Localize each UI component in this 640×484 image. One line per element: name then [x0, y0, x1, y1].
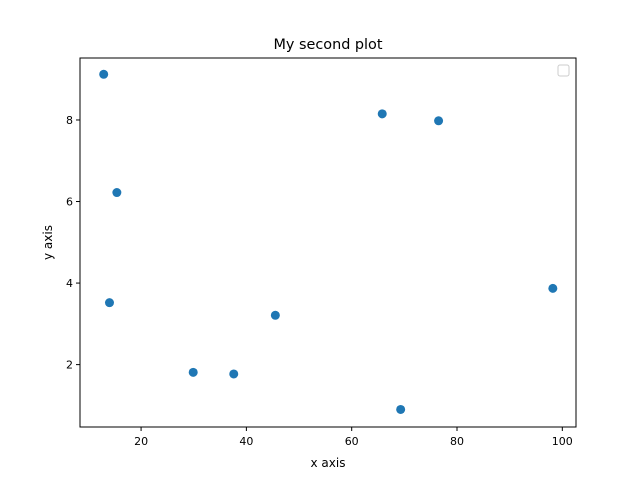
scatter-point — [112, 188, 122, 198]
scatter-point — [377, 109, 387, 119]
scatter-point — [229, 369, 239, 379]
scatter-point — [99, 69, 109, 79]
x-tick-label: 60 — [345, 435, 359, 448]
points-layer — [99, 69, 558, 414]
plot-frame — [79, 57, 577, 428]
x-tick-label: 80 — [450, 435, 464, 448]
scatter-point — [104, 298, 114, 308]
ticks-layer: 20 40 60 80 100 2 4 6 8 — [66, 114, 573, 448]
legend-box — [557, 64, 570, 77]
y-tick-label: 6 — [66, 196, 73, 209]
x-tick-label: 20 — [134, 435, 148, 448]
y-tick-label: 2 — [66, 359, 73, 372]
y-tick-label: 8 — [66, 114, 73, 127]
x-tick-label: 40 — [239, 435, 253, 448]
scatter-point — [396, 404, 406, 414]
chart-title: My second plot — [274, 37, 383, 53]
scatter-point — [434, 116, 444, 126]
x-axis-label: x axis — [311, 456, 346, 470]
y-axis-label: y axis — [41, 225, 55, 260]
scatter-point — [188, 367, 198, 377]
scatter-point — [548, 283, 558, 293]
scatter-point — [270, 310, 280, 320]
x-tick-label: 100 — [552, 435, 573, 448]
y-tick-label: 4 — [66, 277, 73, 290]
